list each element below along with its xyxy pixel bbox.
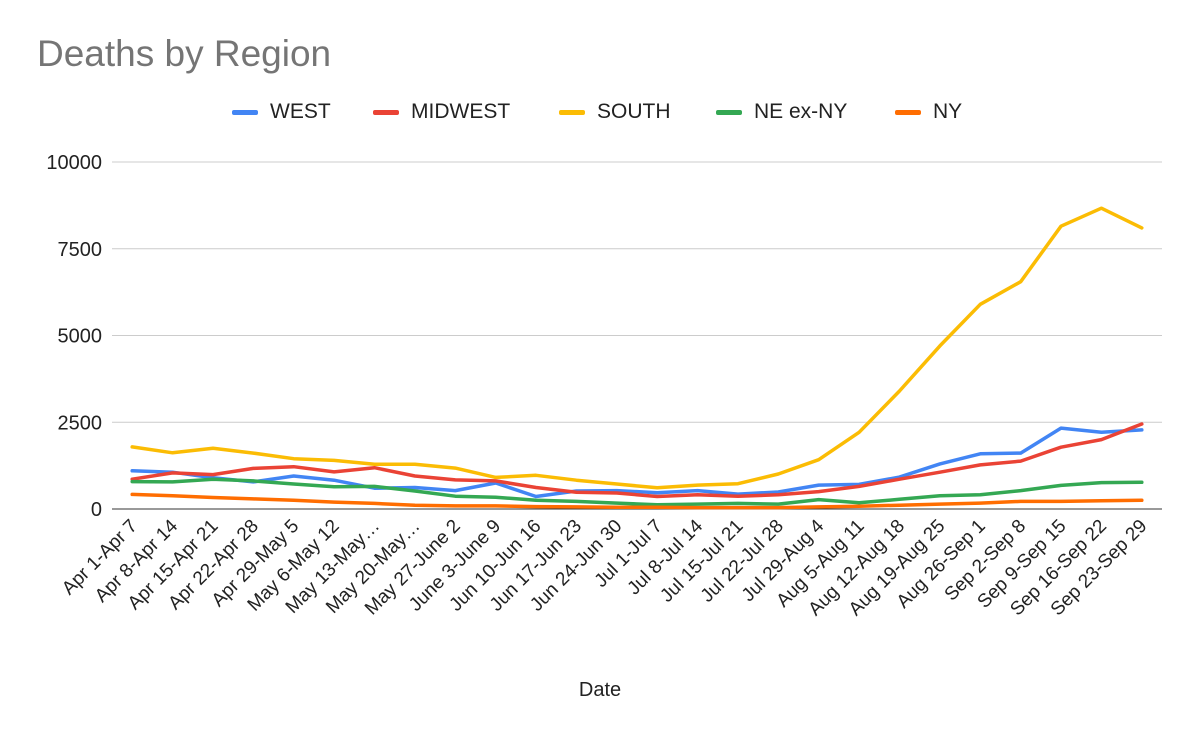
legend: WEST MIDWEST SOUTH NE ex-NY NY <box>0 100 1200 126</box>
legend-swatch-west <box>232 109 258 115</box>
legend-item-south[interactable]: SOUTH <box>559 100 671 124</box>
legend-label-midwest: MIDWEST <box>411 100 511 123</box>
legend-item-ny[interactable]: NY <box>895 100 962 124</box>
y-tick-label: 7500 <box>58 239 103 261</box>
series-line-south <box>130 206 1144 490</box>
y-tick-label: 5000 <box>58 326 103 348</box>
series-line-ne-ex-ny <box>130 477 1144 507</box>
legend-label-ny: NY <box>933 100 963 123</box>
chart-title: Deaths by Region <box>37 33 332 74</box>
legend-label-west: WEST <box>270 100 331 123</box>
legend-item-west[interactable]: WEST <box>232 100 331 124</box>
series-line-west <box>130 426 1144 499</box>
x-axis-title: Date <box>578 679 622 701</box>
legend-item-midwest[interactable]: MIDWEST <box>373 100 510 124</box>
y-tick-label: 2500 <box>58 412 103 434</box>
legend-label-ne-ex-ny: NE ex-NY <box>754 100 848 123</box>
legend-swatch-midwest <box>373 109 399 115</box>
legend-label-south: SOUTH <box>597 100 671 123</box>
legend-swatch-south <box>559 109 585 115</box>
legend-item-ne-ex-ny[interactable]: NE ex-NY <box>716 100 847 124</box>
y-tick-label: 10000 <box>46 152 102 174</box>
series-line-ny <box>130 492 1144 510</box>
legend-swatch-ne-ex-ny <box>716 109 742 115</box>
y-tick-label: 0 <box>91 499 102 521</box>
series-line-midwest <box>130 422 1144 499</box>
legend-swatch-ny <box>895 109 921 115</box>
